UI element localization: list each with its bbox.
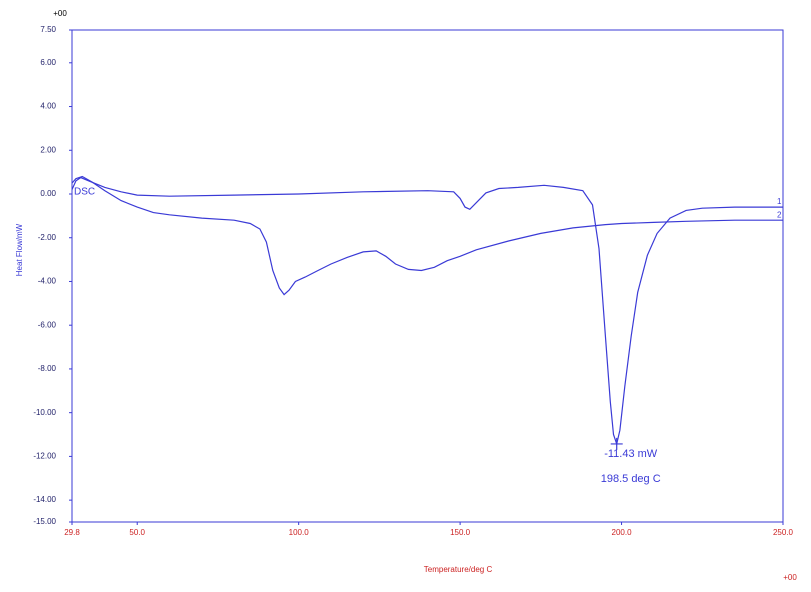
y-tick-label: -8.00 <box>38 364 57 373</box>
y-tick-label: -12.00 <box>33 452 56 461</box>
series-line <box>71 175 783 296</box>
y-tick-label: -15.00 <box>33 517 56 526</box>
x-tick-label: 150.0 <box>450 528 471 537</box>
plot-frame <box>71 29 784 523</box>
y-tick-label: 7.50 <box>40 25 56 34</box>
x-tick-label: 50.0 <box>129 528 145 537</box>
y-axis-label: Heat Flow/mW <box>15 223 24 276</box>
x-tick-label: 250.0 <box>773 528 794 537</box>
y-tick-label: -4.00 <box>38 277 57 286</box>
y-exponent: +00 <box>53 9 67 18</box>
y-tick-label: 6.00 <box>40 58 56 67</box>
y-tick-label: -6.00 <box>38 320 57 329</box>
y-tick-label: 4.00 <box>40 102 56 111</box>
peak-temp-label: 198.5 deg C <box>601 473 661 485</box>
y-tick-label: -2.00 <box>38 233 57 242</box>
peak-marker <box>610 437 623 450</box>
series-label: 1 <box>777 197 782 206</box>
y-tick-label: -14.00 <box>33 495 56 504</box>
y-tick-label: -10.00 <box>33 408 56 417</box>
x-tick-label: 29.8 <box>64 528 80 537</box>
x-tick-label: 200.0 <box>612 528 633 537</box>
y-tick-label: 0.00 <box>40 189 56 198</box>
curve-label: DSC <box>74 187 95 198</box>
series-line <box>71 176 783 447</box>
x-tick-label: 100.0 <box>289 528 310 537</box>
y-tick-label: 2.00 <box>40 145 56 154</box>
peak-value-label: -11.43 mW <box>604 448 658 460</box>
series-label: 2 <box>777 210 782 219</box>
x-axis-label: Temperature/deg C <box>424 565 493 574</box>
x-exponent: +00 <box>783 573 797 582</box>
